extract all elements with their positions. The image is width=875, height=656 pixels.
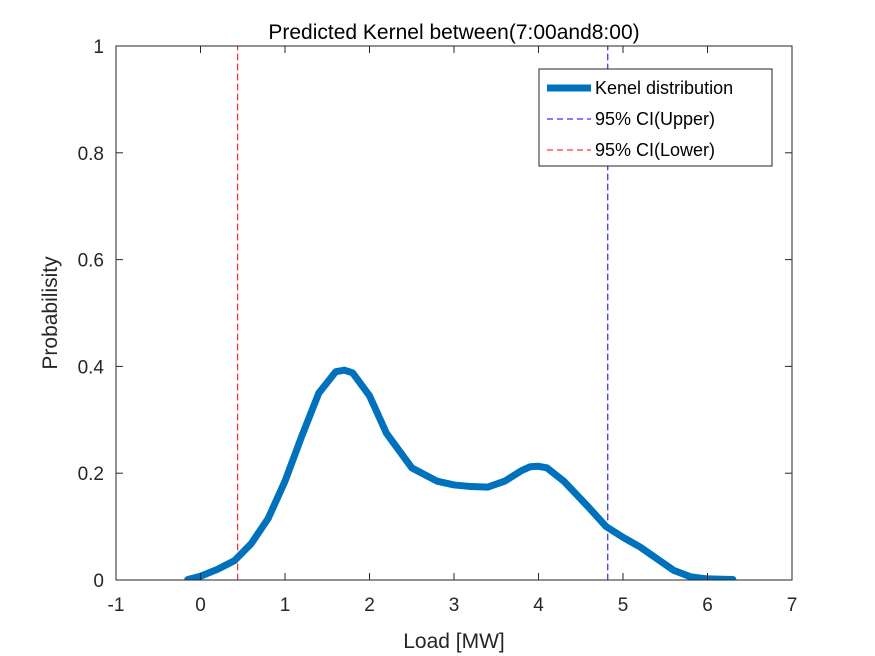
y-tick-label: 0.2 xyxy=(78,464,104,485)
x-axis-title: Load [MW] xyxy=(403,630,505,653)
y-tick-label: 0 xyxy=(93,571,104,592)
x-tick-label: 6 xyxy=(702,595,713,616)
chart-title: Predicted Kernel between(7:00and8:00) xyxy=(268,21,639,44)
x-tick-label: 7 xyxy=(787,595,798,616)
x-tick-label: -1 xyxy=(108,595,125,616)
y-tick-label: 0.4 xyxy=(78,357,105,378)
x-tick-label: 4 xyxy=(533,595,544,616)
x-tick-label: 3 xyxy=(449,595,460,616)
x-tick-label: 2 xyxy=(364,595,375,616)
ticks-layer: -1 0 1 2 3 4 5 6 700.20.40.60.81 xyxy=(78,37,798,616)
y-axis-title: Probabilisity xyxy=(39,256,62,370)
x-tick-label: 0 xyxy=(195,595,206,616)
legend-label: 95% CI(Lower) xyxy=(595,140,715,160)
y-tick-label: 1 xyxy=(93,37,104,58)
legend-label: 95% CI(Upper) xyxy=(595,109,715,129)
y-tick-label: 0.8 xyxy=(78,144,104,165)
x-tick-label: 5 xyxy=(618,595,629,616)
x-tick-label: 1 xyxy=(280,595,291,616)
y-tick-label: 0.6 xyxy=(78,251,104,272)
series-line-kernel xyxy=(184,366,737,580)
legend-label: Kenel distribution xyxy=(595,78,733,98)
legend: Kenel distribution 95% CI(Upper) 95% CI(Lo… xyxy=(538,68,773,167)
